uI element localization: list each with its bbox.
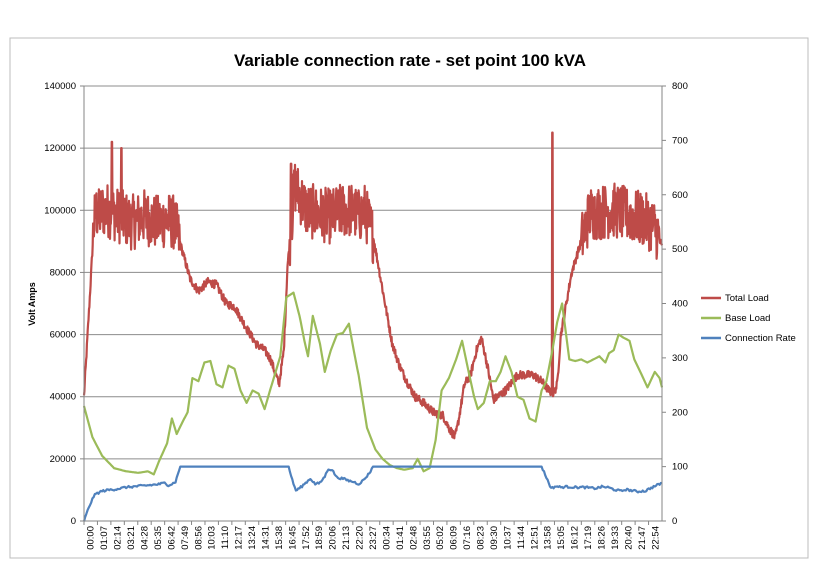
left-tick-label: 80000 — [50, 267, 76, 278]
x-tick-label: 18:26 — [597, 526, 608, 550]
x-tick-label: 03:55 — [422, 526, 433, 550]
right-tick-label: 800 — [672, 81, 688, 92]
x-tick-label: 18:59 — [314, 526, 325, 550]
right-tick-label: 500 — [672, 244, 688, 255]
left-tick-label: 20000 — [50, 454, 76, 465]
left-tick-label: 140000 — [44, 81, 76, 92]
x-tick-label: 13:24 — [247, 526, 258, 550]
x-tick-label: 12:51 — [529, 526, 540, 550]
x-tick-label: 04:28 — [139, 526, 150, 550]
x-tick-label: 06:42 — [166, 526, 177, 550]
right-tick-label: 0 — [672, 516, 677, 527]
x-tick-label: 23:27 — [368, 526, 379, 550]
x-tick-label: 12:17 — [234, 526, 245, 550]
x-tick-label: 01:07 — [99, 526, 110, 550]
left-tick-label: 40000 — [50, 392, 76, 403]
x-tick-label: 10:03 — [207, 526, 218, 550]
legend-label: Base Load — [725, 313, 770, 324]
legend-label: Total Load — [725, 293, 769, 304]
x-tick-label: 08:23 — [476, 526, 487, 550]
series-line-total-load — [82, 131, 664, 440]
x-tick-label: 22:20 — [355, 526, 366, 550]
chart-title: Variable connection rate - set point 100… — [234, 51, 586, 70]
right-tick-label: 600 — [672, 190, 688, 201]
x-tick-label: 03:21 — [126, 526, 137, 550]
x-tick-label: 15:38 — [274, 526, 285, 550]
x-tick-label: 05:35 — [153, 526, 164, 550]
x-tick-label: 17:19 — [583, 526, 594, 550]
right-tick-label: 400 — [672, 299, 688, 310]
x-tick-label: 06:09 — [449, 526, 460, 550]
x-tick-label: 20:40 — [623, 526, 634, 550]
series-line-base-load — [82, 291, 664, 476]
x-tick-label: 02:14 — [113, 526, 124, 550]
right-tick-label: 700 — [672, 135, 688, 146]
x-tick-label: 21:47 — [637, 526, 648, 550]
x-tick-label: 00:00 — [86, 526, 97, 550]
x-tick-label: 09:30 — [489, 526, 500, 550]
left-tick-label: 100000 — [44, 205, 76, 216]
x-tick-label: 02:48 — [408, 526, 419, 550]
x-tick-label: 11:10 — [220, 526, 231, 549]
left-tick-label: 0 — [71, 516, 76, 527]
left-tick-label: 120000 — [44, 143, 76, 154]
x-tick-label: 01:41 — [395, 526, 406, 550]
legend: Total Load Base Load Connection Rate — [701, 293, 796, 344]
series-line-connection-rate — [82, 465, 662, 522]
x-tick-label: 14:31 — [260, 526, 271, 550]
x-tick-label: 05:02 — [435, 526, 446, 550]
left-axis-ticks: 0 20000 40000 60000 80000 100000 120000 140000 — [44, 81, 84, 527]
x-tick-label: 15:05 — [556, 526, 567, 550]
x-tick-label: 20:06 — [328, 526, 339, 550]
right-axis-ticks: 0 100 200 300 400 500 600 700 800 — [662, 81, 688, 527]
x-tick-label: 19:33 — [610, 526, 621, 550]
x-tick-label: 16:12 — [570, 526, 581, 550]
x-tick-label: 17:52 — [301, 526, 312, 550]
x-tick-label: 22:54 — [650, 526, 661, 550]
x-tick-label: 07:16 — [462, 526, 473, 550]
x-tick-label: 07:49 — [180, 526, 191, 550]
x-tick-label: 13:58 — [543, 526, 554, 550]
right-tick-label: 300 — [672, 353, 688, 364]
x-tick-label: 08:56 — [193, 526, 204, 550]
x-tick-label: 11:44 — [516, 526, 527, 549]
y-axis-label: Volt Amps — [27, 282, 37, 326]
x-tick-label: 21:13 — [341, 526, 352, 550]
legend-label: Connection Rate — [725, 333, 796, 344]
chart-area-border — [9, 37, 809, 559]
x-tick-label: 16:45 — [287, 526, 298, 550]
series-lines — [82, 131, 664, 522]
right-tick-label: 200 — [672, 407, 688, 418]
left-tick-label: 60000 — [50, 330, 76, 341]
x-axis-ticks: 00:00 01:07 02:14 03:21 04:28 05:35 06:42 07:49… — [83, 521, 661, 550]
x-tick-label: 00:34 — [381, 526, 392, 550]
x-tick-label: 10:37 — [502, 526, 513, 550]
right-tick-label: 100 — [672, 462, 688, 473]
